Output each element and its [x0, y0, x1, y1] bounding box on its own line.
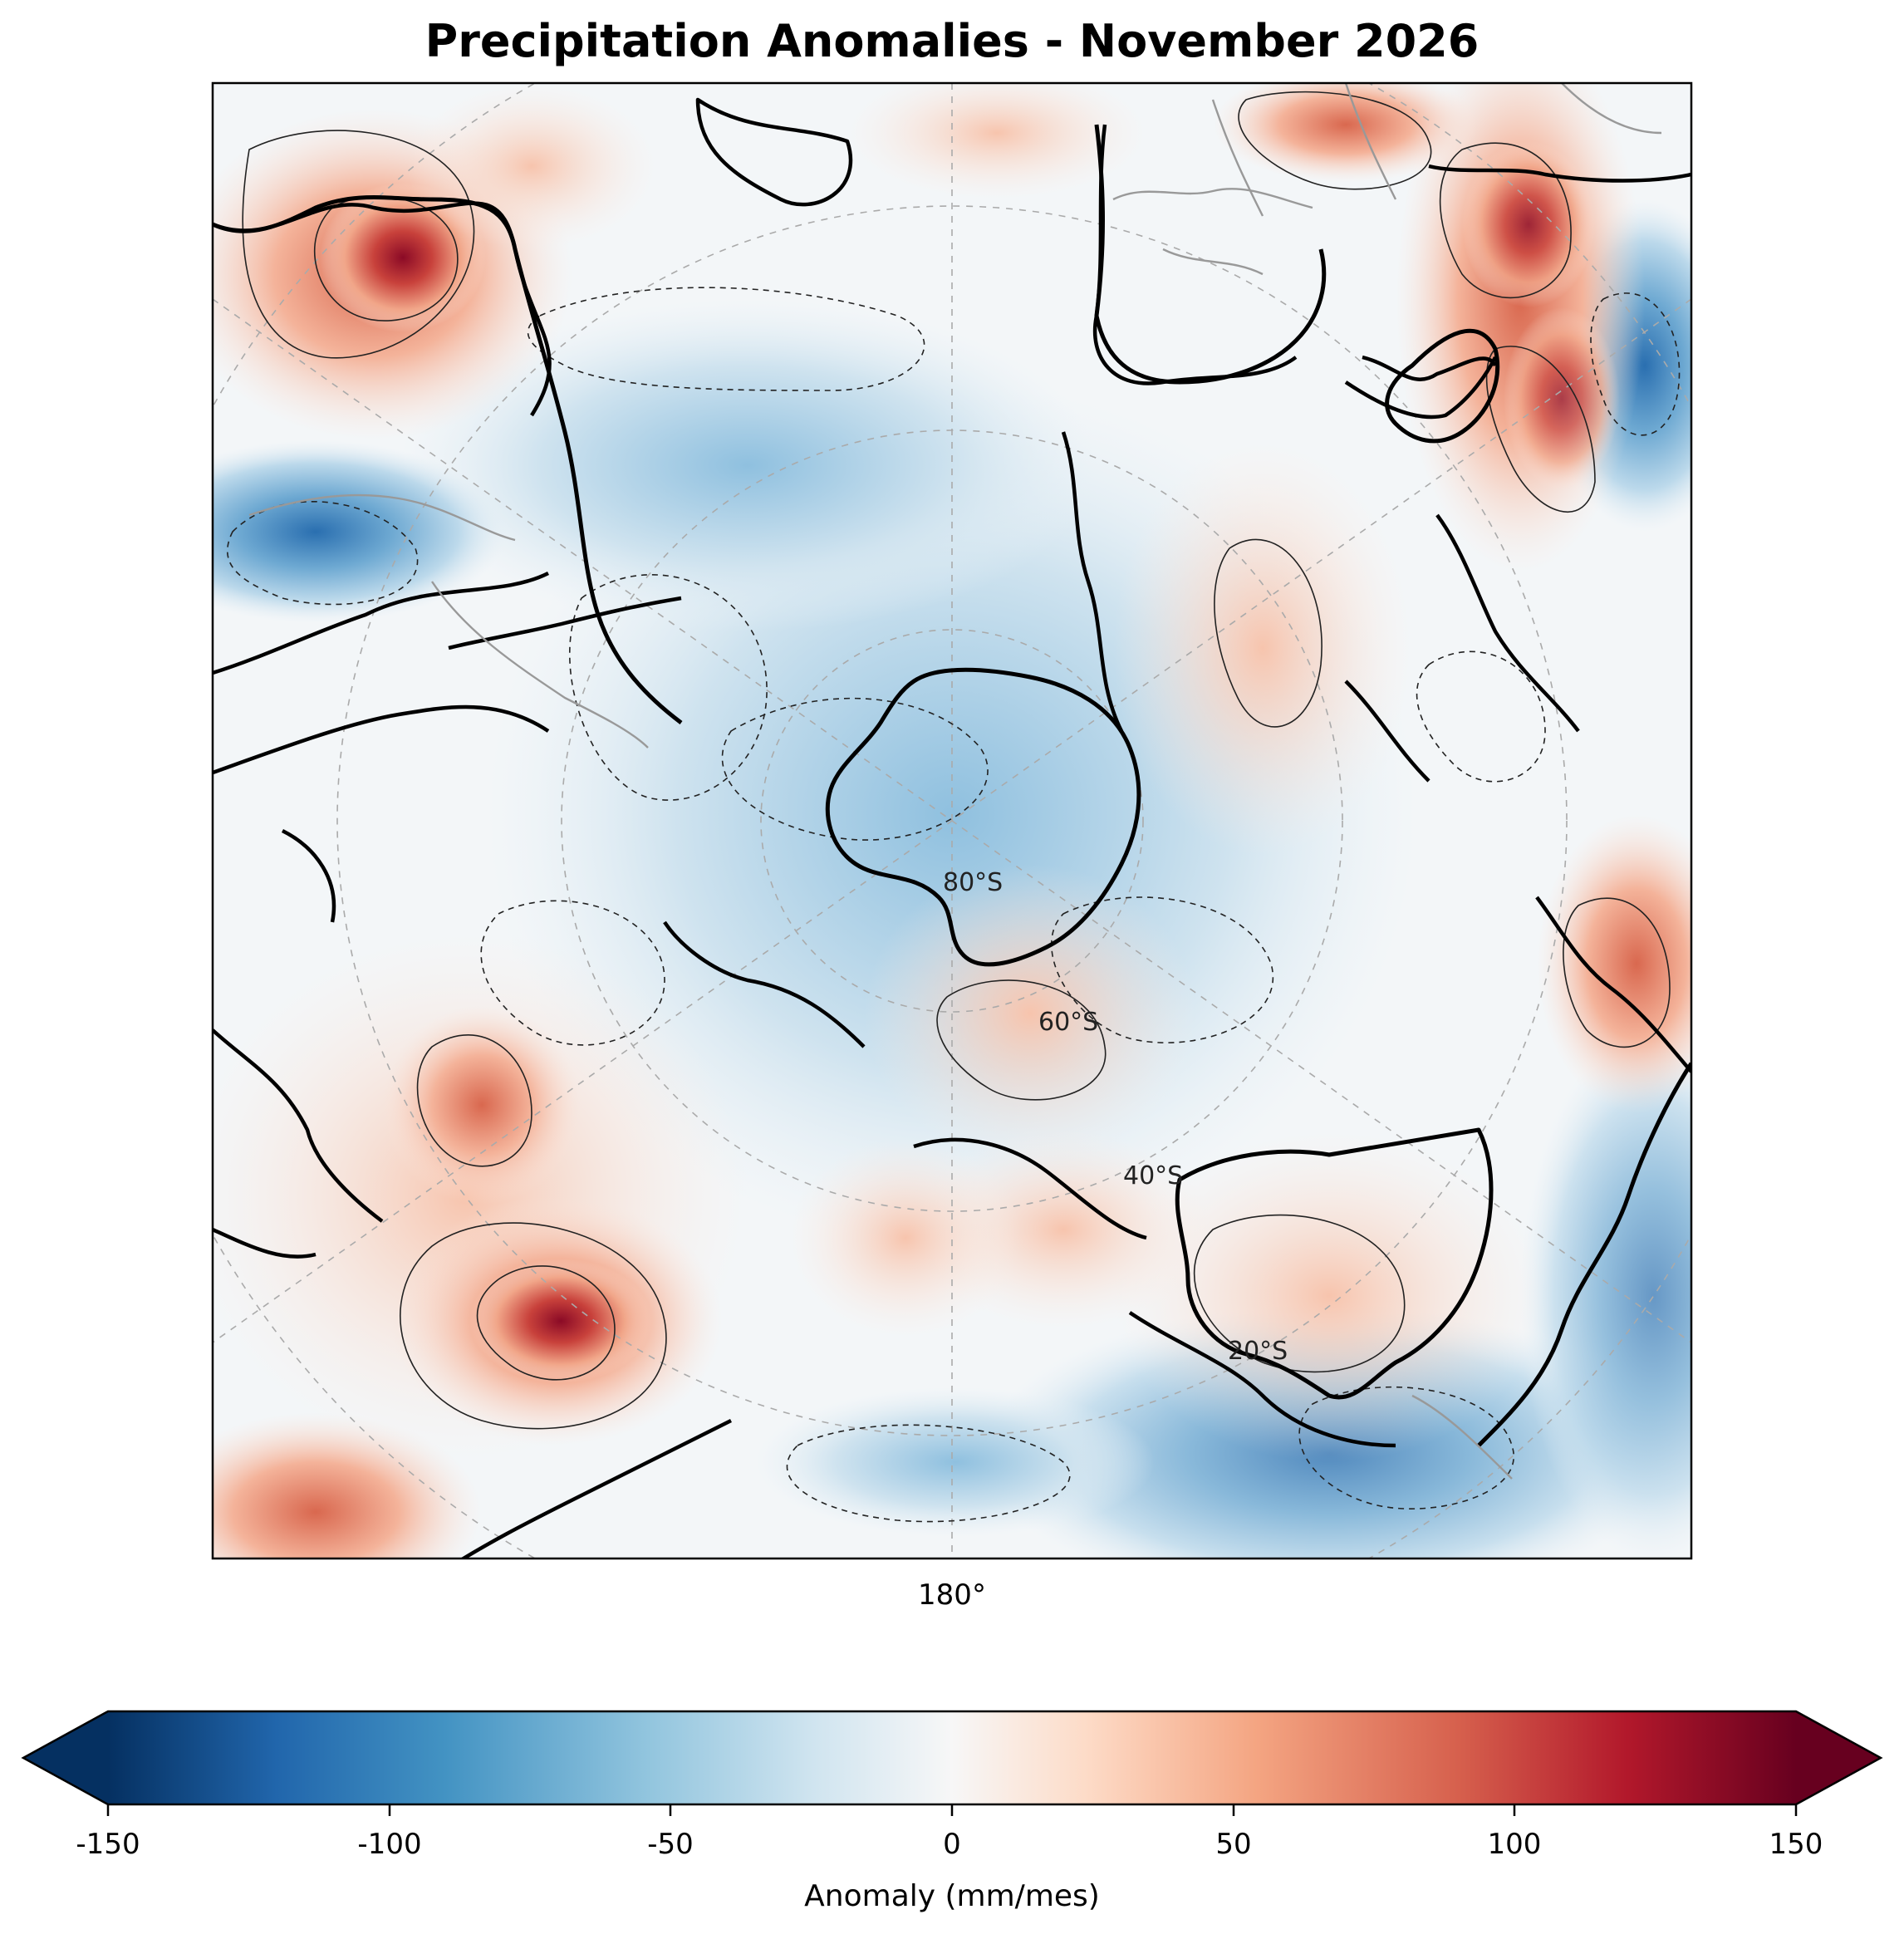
- zero-contours: [213, 97, 1691, 1558]
- colorbar-tick-label: -50: [647, 1828, 694, 1861]
- latitude-circle-80s: [760, 629, 1144, 1013]
- colorbar-gradient: [108, 1711, 1796, 1804]
- colorbar-tick-label: -150: [76, 1828, 140, 1861]
- colorbar-tick-label: 50: [1215, 1828, 1252, 1861]
- latitude-circle-40s: [336, 205, 1568, 1436]
- longitude-label-180: 180°: [918, 1578, 986, 1612]
- colorbar-extend-high: [1796, 1711, 1881, 1804]
- country-borders: [248, 83, 1662, 1480]
- anomaly-contours: [242, 91, 1671, 1430]
- map-panel: 80°S 60°S 40°S 20°S: [213, 83, 1691, 1558]
- north-america-coastline: [213, 195, 683, 724]
- coastlines: [213, 124, 1691, 1447]
- colorbar-tick-label: -100: [357, 1828, 422, 1861]
- lat-label-40s: 40°S: [1123, 1161, 1183, 1190]
- colorbar: [21, 1710, 1883, 1816]
- figure-title: Precipitation Anomalies - November 2026: [424, 15, 1480, 67]
- south-america-coastline: [1385, 328, 1500, 444]
- colorbar-label: Anomaly (mm/mes): [804, 1879, 1100, 1913]
- africa-coastline: [1094, 124, 1327, 385]
- colorbar-tick-marks: [106, 1804, 1798, 1816]
- colorbar-tick-label: 0: [943, 1828, 961, 1861]
- lat-label-80s: 80°S: [943, 868, 1003, 897]
- colorbar-extend-low: [23, 1711, 108, 1804]
- meridian-diagonal-2: [213, 298, 1691, 1343]
- lat-label-20s: 20°S: [1228, 1337, 1288, 1366]
- asia-coastline: [1477, 1062, 1691, 1447]
- australia-coastline: [1175, 1127, 1494, 1400]
- colorbar-tick-label: 150: [1769, 1828, 1823, 1861]
- colorbar-tick-label: 100: [1487, 1828, 1542, 1861]
- map-frame: [211, 81, 1693, 1560]
- lat-label-60s: 60°S: [1038, 1008, 1098, 1037]
- graticule: [213, 83, 1691, 1558]
- negative-contours: [227, 287, 1681, 1523]
- antarctica-coastline: [825, 667, 1141, 967]
